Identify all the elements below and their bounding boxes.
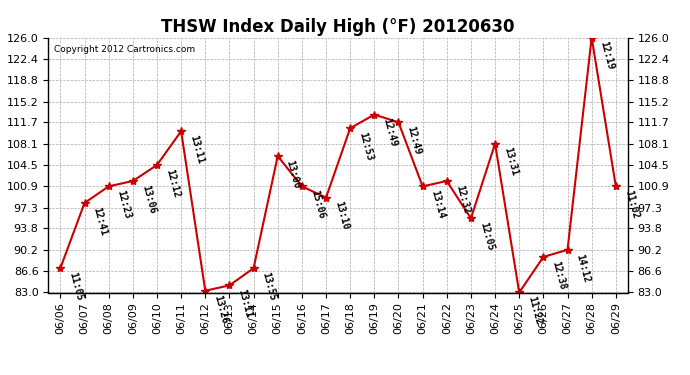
Text: 12:19: 12:19	[599, 40, 616, 71]
Text: 14:12: 14:12	[575, 253, 592, 284]
Text: 13:11: 13:11	[188, 134, 206, 165]
Text: 13:06: 13:06	[140, 184, 157, 215]
Text: 11:02: 11:02	[623, 189, 640, 220]
Text: 11:22: 11:22	[526, 295, 544, 326]
Text: 12:49: 12:49	[406, 125, 423, 156]
Text: 12:12: 12:12	[164, 168, 181, 199]
Text: 12:49: 12:49	[382, 117, 399, 148]
Text: 12:05: 12:05	[478, 221, 495, 252]
Text: 12:32: 12:32	[454, 184, 471, 215]
Text: 13:26: 13:26	[213, 294, 230, 324]
Text: 13:14: 13:14	[430, 189, 447, 220]
Text: 12:53: 12:53	[357, 131, 375, 162]
Text: 13:10: 13:10	[333, 200, 351, 231]
Text: 13:11: 13:11	[237, 288, 254, 319]
Text: 12:23: 12:23	[116, 189, 133, 220]
Text: 12:41: 12:41	[92, 206, 109, 237]
Text: 11:05: 11:05	[68, 271, 85, 302]
Text: 13:00: 13:00	[285, 159, 302, 190]
Text: 12:38: 12:38	[551, 260, 568, 291]
Title: THSW Index Daily High (°F) 20120630: THSW Index Daily High (°F) 20120630	[161, 18, 515, 36]
Text: 13:55: 13:55	[261, 271, 278, 302]
Text: 15:06: 15:06	[309, 189, 326, 220]
Text: 13:31: 13:31	[502, 146, 520, 177]
Text: Copyright 2012 Cartronics.com: Copyright 2012 Cartronics.com	[54, 45, 195, 54]
